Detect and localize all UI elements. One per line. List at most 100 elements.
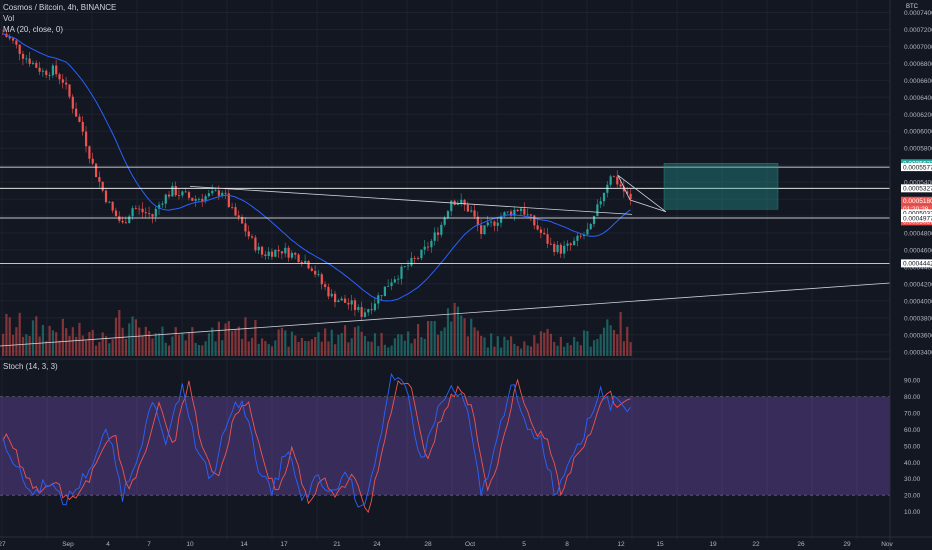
time-tick-label: 15 <box>656 541 664 548</box>
volume-bar <box>470 318 473 356</box>
candle-body <box>81 121 84 132</box>
stoch-tick-label: 80.00 <box>904 394 921 401</box>
volume-legend[interactable]: Vol <box>3 14 15 23</box>
candle-body <box>334 293 337 303</box>
stoch-legend-label[interactable]: Stoch (14, 3, 3) <box>3 362 58 371</box>
price-tag-label: 0.0004977 <box>903 215 932 222</box>
volume-bar <box>18 312 21 356</box>
stoch-tick-label: 20.00 <box>904 493 921 500</box>
volume-bar <box>460 315 463 356</box>
volume-bar <box>31 320 35 356</box>
volume-bar <box>357 325 360 356</box>
price-tag <box>901 196 932 205</box>
moving-average-line <box>2 33 631 302</box>
time-tick-label: 12 <box>617 541 625 548</box>
volume-bar <box>563 346 566 356</box>
volume-bar <box>78 322 81 356</box>
candle-body <box>211 190 214 194</box>
volume-bar <box>410 343 413 356</box>
time-tick-label: Nov <box>881 541 893 548</box>
volume-bar <box>234 329 237 356</box>
candle-body <box>476 216 479 226</box>
volume-bar <box>420 337 423 356</box>
volume-bar <box>284 330 287 356</box>
price-axis[interactable]: 0.0007400 0.0007200 0.0007000 0.0006800 0.00… <box>889 0 932 550</box>
volume-bar <box>463 318 466 356</box>
price-tick-label: 0.0007400 <box>904 10 932 17</box>
candle-body <box>121 220 124 223</box>
candle-body <box>264 254 267 256</box>
candle-body <box>111 201 114 211</box>
volume-bar <box>476 330 479 356</box>
volume-bar <box>194 342 197 356</box>
volume-bar <box>267 344 270 356</box>
time-tick-label: 27 <box>0 541 6 548</box>
volume-bar <box>629 342 632 356</box>
volume-bar <box>260 338 264 356</box>
drawing-overlays[interactable] <box>0 162 891 347</box>
time-tick-label: 29 <box>843 541 851 548</box>
candle-body <box>28 58 31 64</box>
volume-bar <box>174 327 177 356</box>
volume-bar <box>71 327 74 356</box>
volume-bar <box>114 317 118 356</box>
candle-body <box>144 212 147 214</box>
volume-bar <box>443 327 446 356</box>
volume-bar <box>61 318 64 356</box>
volume-bar <box>297 341 300 356</box>
volume-bar <box>38 336 41 356</box>
candle-body <box>509 211 513 216</box>
volume-bar <box>314 336 317 356</box>
volume-bar <box>387 347 390 356</box>
candle-body <box>35 62 38 68</box>
price-tick-label: 0.0004000 <box>904 298 932 305</box>
candle-body <box>307 260 310 269</box>
candle-body <box>410 257 413 266</box>
volume-bar <box>124 338 128 356</box>
currency-code: BTC <box>906 4 918 10</box>
volume-bar <box>280 327 284 356</box>
candle-body <box>61 79 64 83</box>
stoch-tick-label: 30.00 <box>904 476 921 483</box>
symbol-title[interactable]: Cosmos / Bitcoin, 4h, BINANCE <box>3 3 117 12</box>
price-tag <box>901 184 932 193</box>
main-legend: Cosmos / Bitcoin, 4h, BINANCE Vol MA (20… <box>3 2 116 35</box>
time-tick-label: 8 <box>565 541 569 548</box>
candle-body <box>576 235 579 241</box>
time-axis[interactable]: 27 Sep 4 7 10 14 17 21 24 28 Oct 5 8 12 15 19 22 26 29 Nov <box>0 536 932 548</box>
candle-body <box>234 207 237 216</box>
volume-bar <box>579 345 582 356</box>
price-tick-label: 0.0004400 <box>904 264 932 271</box>
candle-body <box>390 282 393 286</box>
volume-bar <box>519 348 523 356</box>
volume-bar <box>360 331 363 356</box>
price-tag-label: 0.0004442 <box>903 261 932 268</box>
candle-body <box>556 244 559 252</box>
volume-bar <box>101 332 104 356</box>
ma-legend[interactable]: MA (20, close, 0) <box>3 25 64 34</box>
candle-body <box>466 204 469 212</box>
candle-body <box>569 243 572 246</box>
candle-body <box>158 204 161 209</box>
volume-bar <box>599 334 602 356</box>
volume-bar <box>353 327 357 356</box>
price-tick-label: 0.0006000 <box>904 129 932 136</box>
volume-bar <box>616 334 619 356</box>
price-tick-label: 0.0005400 <box>904 180 932 187</box>
volume-bar <box>536 343 539 356</box>
volume-bar <box>446 308 450 356</box>
candle-body <box>314 270 317 275</box>
price-tick-label: 0.0004800 <box>904 231 932 238</box>
price-tick-label: 0.0007200 <box>904 27 932 34</box>
candle-body <box>347 302 350 305</box>
candle-body <box>207 193 211 197</box>
candle-body <box>446 211 450 218</box>
time-tick-label: 19 <box>709 541 717 548</box>
volume-bar <box>596 338 599 356</box>
volume-bar <box>337 334 340 356</box>
volume-bar <box>224 323 227 356</box>
candle-body <box>599 201 602 205</box>
candle-body <box>463 199 466 205</box>
